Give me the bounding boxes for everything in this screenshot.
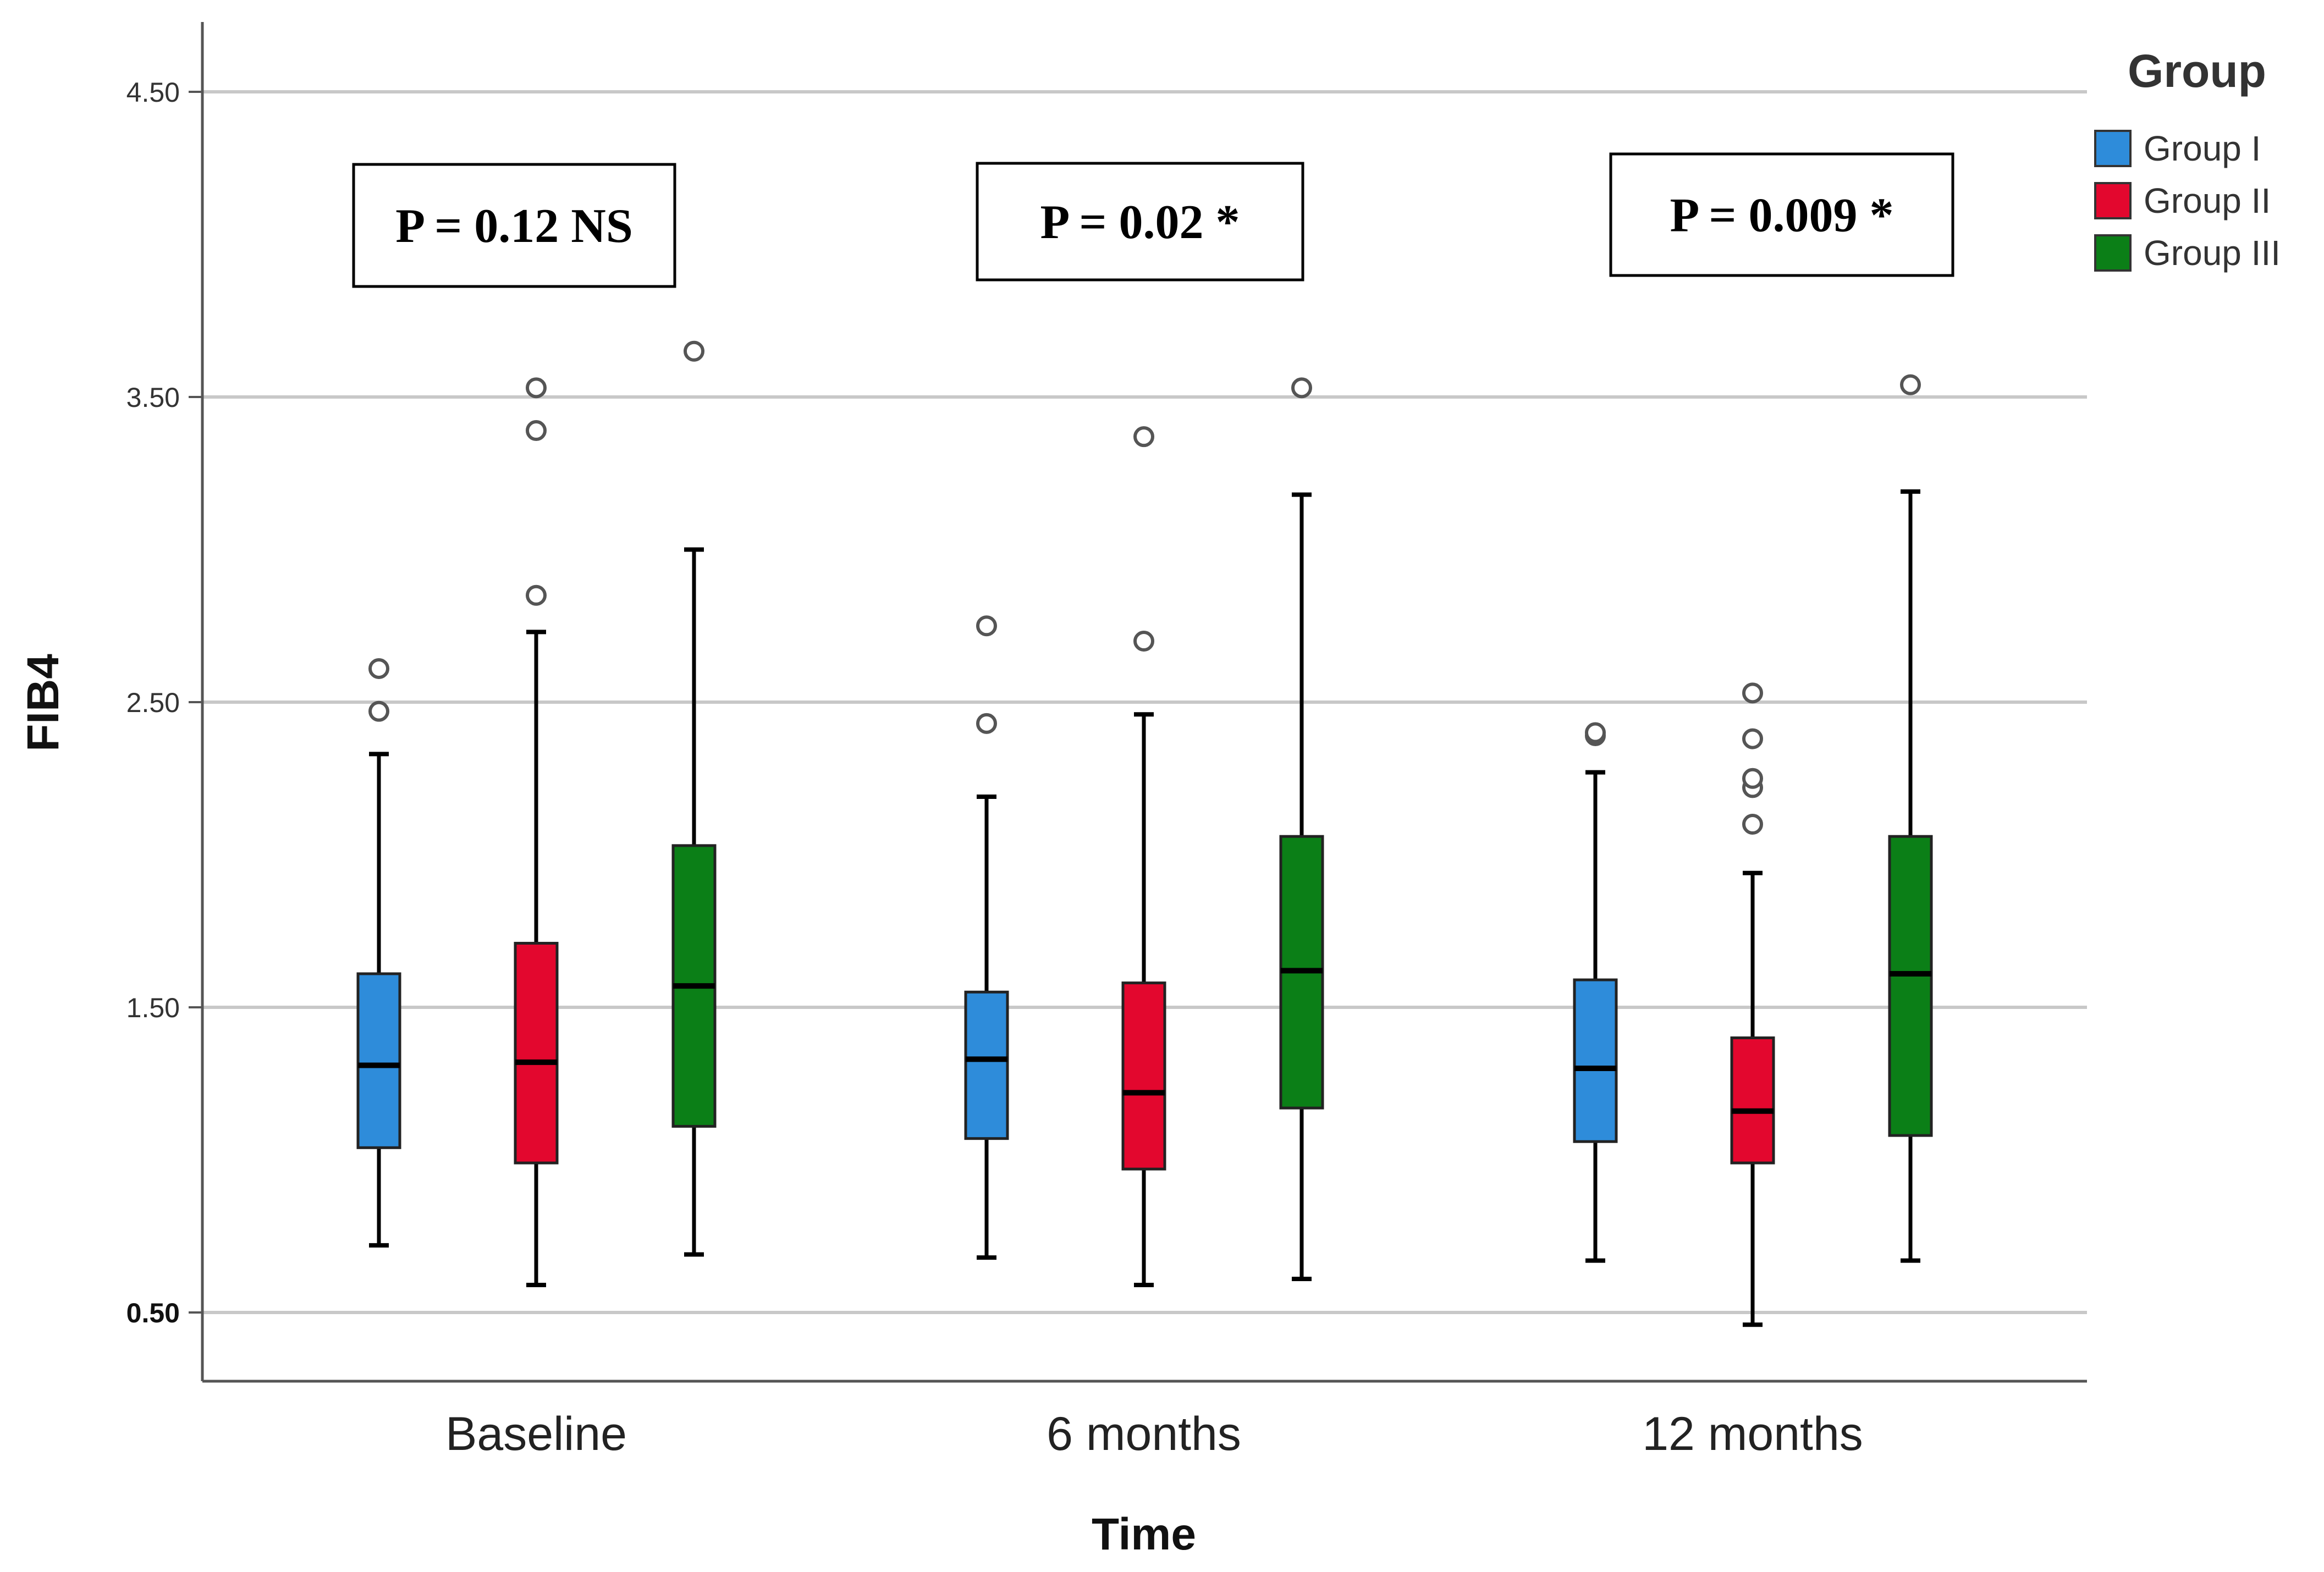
p-value-label: P = 0.12 NS — [395, 200, 633, 253]
legend-title: Group — [2128, 45, 2266, 97]
p-value-label: P = 0.009 * — [1670, 189, 1893, 242]
p-value-box: P = 0.12 NS — [352, 163, 676, 288]
iqr-box — [1888, 835, 1933, 1137]
p-value-frame — [352, 163, 676, 288]
outlier-point — [1742, 814, 1763, 835]
box-group-i-0 — [356, 658, 401, 1248]
iqr-box — [1573, 978, 1618, 1143]
legend-swatch — [2094, 130, 2132, 167]
outlier-point — [976, 615, 997, 637]
x-category-labels: Baseline 6 months 12 months — [445, 1408, 1863, 1460]
iqr-box — [1121, 981, 1166, 1171]
y-tick-label: 1.50 — [126, 992, 180, 1023]
iqr-box — [514, 941, 559, 1165]
p-value-label: P = 0.02 * — [1040, 196, 1240, 249]
iqr-box — [964, 990, 1009, 1140]
box-group-iii-2 — [1888, 374, 1933, 1263]
outlier-point — [1291, 377, 1312, 399]
iqr-box — [356, 972, 401, 1149]
outlier-point — [684, 340, 704, 362]
box-group-ii-2 — [1730, 682, 1775, 1327]
box-group-i-1 — [964, 615, 1009, 1260]
box-group-ii-0 — [514, 377, 559, 1288]
box-group-ii-1 — [1121, 426, 1166, 1288]
outlier-point — [1900, 374, 1921, 395]
legend-swatch — [2094, 234, 2132, 272]
x-category-label: 6 months — [1047, 1408, 1241, 1460]
outlier-point — [976, 713, 997, 734]
box-plots — [356, 340, 1933, 1327]
p-value-box: P = 0.02 * — [976, 162, 1304, 282]
box-group-iii-0 — [671, 340, 717, 1257]
box-group-i-2 — [1573, 722, 1618, 1263]
outlier-point — [1742, 768, 1763, 789]
x-axis-title: Time — [1092, 1509, 1196, 1559]
y-axis-title: FIB4 — [18, 654, 68, 752]
p-value-frame — [976, 162, 1304, 282]
legend-swatch — [2094, 182, 2132, 219]
outlier-point — [526, 377, 547, 399]
y-tick-label: 3.50 — [126, 382, 180, 413]
outlier-point — [526, 420, 547, 442]
legend: Group Group I Group II Group III — [2094, 45, 2281, 273]
x-category-label: Baseline — [445, 1408, 627, 1460]
outlier-point — [368, 658, 389, 679]
legend-label: Group II — [2144, 181, 2271, 220]
x-category-label: 12 months — [1642, 1408, 1863, 1460]
y-tick-label: 4.50 — [126, 77, 180, 108]
y-tick-labels: 0.50 1.50 2.50 3.50 4.50 — [126, 77, 202, 1328]
y-tick-label: 2.50 — [126, 687, 180, 718]
outlier-point — [526, 584, 547, 606]
y-tick-label: 0.50 — [126, 1298, 180, 1328]
p-value-frame — [1609, 152, 1954, 277]
box-group-iii-1 — [1279, 377, 1324, 1281]
outlier-point — [368, 700, 389, 722]
p-value-box: P = 0.009 * — [1609, 152, 1954, 277]
outlier-point — [1742, 728, 1763, 749]
iqr-box — [1730, 1036, 1775, 1165]
outlier-point — [1133, 631, 1154, 652]
legend-label: Group III — [2144, 233, 2281, 273]
outlier-point — [1742, 682, 1763, 704]
legend-label: Group I — [2144, 129, 2261, 168]
outlier-point — [1133, 426, 1154, 448]
outlier-point — [1585, 722, 1606, 743]
p-value-annotations: P = 0.12 NS P = 0.02 * P = 0.009 * — [352, 152, 1954, 288]
